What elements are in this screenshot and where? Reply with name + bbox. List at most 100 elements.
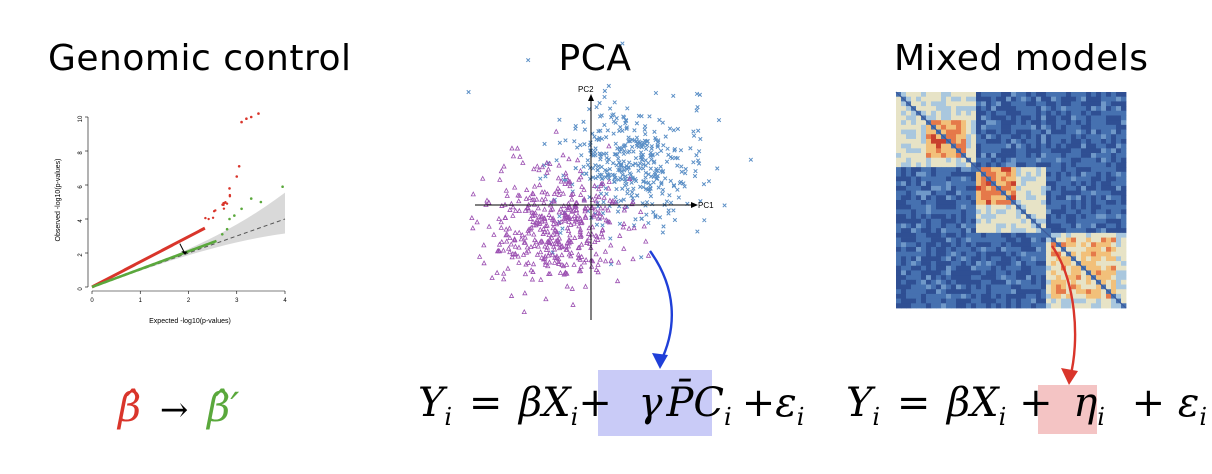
heatmap-cell bbox=[901, 115, 907, 121]
heatmap-cell bbox=[941, 176, 947, 182]
heatmap-cell bbox=[1101, 138, 1107, 145]
heatmap-cell bbox=[1081, 237, 1087, 243]
heatmap-cell bbox=[931, 289, 937, 295]
pca-point-group-b bbox=[512, 184, 518, 190]
heatmap-cell bbox=[961, 162, 967, 168]
pca-point-group-a bbox=[646, 220, 651, 226]
heatmap-cell bbox=[1056, 110, 1062, 116]
heatmap-cell bbox=[946, 204, 952, 210]
heatmap-cell bbox=[946, 162, 952, 168]
heatmap-cell bbox=[931, 237, 937, 243]
heatmap-cell bbox=[971, 143, 977, 149]
heatmap-cell bbox=[996, 176, 1002, 182]
heatmap-cell bbox=[1066, 92, 1072, 98]
heatmap-cell bbox=[1041, 92, 1047, 98]
heatmap-cell bbox=[1111, 138, 1117, 145]
heatmap-cell bbox=[1026, 289, 1032, 295]
heatmap-cell bbox=[1096, 115, 1102, 121]
heatmap-cell bbox=[966, 176, 972, 182]
heatmap-cell bbox=[901, 293, 907, 300]
pca-point-group-b bbox=[593, 266, 600, 272]
heatmap-cell bbox=[1081, 148, 1087, 154]
heatmap-cell bbox=[1011, 101, 1017, 107]
heatmap-cell bbox=[931, 171, 937, 177]
heatmap-cell bbox=[1091, 246, 1097, 253]
heatmap-cell bbox=[1016, 298, 1022, 304]
pca-plus-1: + bbox=[578, 380, 612, 426]
heatmap-cell bbox=[981, 293, 987, 300]
heatmap-cell bbox=[921, 185, 927, 192]
heatmap-cell bbox=[936, 157, 942, 163]
pca-point-group-a bbox=[667, 193, 672, 198]
heatmap-cell bbox=[921, 129, 927, 135]
qq-inflated-point bbox=[237, 165, 241, 168]
heatmap-cell bbox=[1001, 237, 1007, 243]
heatmap-cell bbox=[996, 256, 1002, 262]
heatmap-cell bbox=[976, 176, 982, 182]
heatmap-cell bbox=[901, 251, 907, 257]
heatmap-cell bbox=[946, 176, 952, 182]
heatmap-cell bbox=[1021, 261, 1027, 267]
heatmap-cell bbox=[911, 242, 917, 248]
heatmap-cell bbox=[921, 110, 927, 116]
pca-point-group-a bbox=[695, 229, 700, 234]
heatmap-cell bbox=[971, 261, 977, 267]
heatmap-cell bbox=[986, 279, 992, 285]
heatmap-cell bbox=[1116, 162, 1122, 168]
heatmap-cell bbox=[1121, 214, 1127, 220]
heatmap-cell bbox=[1046, 303, 1052, 309]
heatmap-cell bbox=[986, 162, 992, 168]
heatmap-cell bbox=[991, 167, 997, 173]
pca-point-group-b bbox=[586, 225, 592, 231]
pca-point-group-b bbox=[512, 229, 518, 235]
heatmap-cell bbox=[1026, 195, 1032, 201]
heatmap-cell bbox=[936, 284, 942, 290]
pca-point-group-b bbox=[498, 168, 505, 174]
heatmap-cell bbox=[911, 157, 917, 163]
heatmap-cell bbox=[966, 265, 972, 271]
heatmap-cell bbox=[921, 237, 927, 243]
pca-point-group-b bbox=[563, 243, 569, 249]
heatmap-cell bbox=[1031, 181, 1037, 187]
heatmap-cell bbox=[1071, 120, 1077, 126]
pca-point-group-a bbox=[466, 89, 471, 95]
heatmap-cell bbox=[901, 92, 907, 98]
heatmap-cell bbox=[1121, 92, 1127, 98]
heatmap-cell bbox=[906, 162, 912, 168]
heatmap-cell bbox=[1111, 279, 1117, 285]
heatmap-cell bbox=[921, 167, 927, 173]
pca-equals: = bbox=[468, 380, 503, 426]
heatmap-cell bbox=[1066, 261, 1072, 267]
heatmap-cell bbox=[1116, 214, 1122, 220]
pca-point-group-a bbox=[691, 160, 696, 165]
heatmap-cell bbox=[986, 218, 992, 224]
heatmap-cell bbox=[1086, 289, 1092, 295]
heatmap-cell bbox=[1001, 185, 1007, 192]
pca-point-group-a bbox=[748, 157, 754, 162]
heatmap-cell bbox=[981, 284, 987, 290]
pca-point-group-b bbox=[552, 226, 558, 232]
heatmap-cell bbox=[996, 237, 1002, 243]
heatmap-cell bbox=[921, 242, 927, 248]
pca-point-group-a bbox=[599, 136, 605, 142]
heatmap-cell bbox=[1021, 185, 1027, 192]
heatmap-cell bbox=[906, 251, 912, 257]
heatmap-cell bbox=[1036, 167, 1042, 173]
heatmap-cell bbox=[901, 214, 907, 220]
heatmap-cell bbox=[1111, 246, 1117, 253]
pca-point-group-b bbox=[546, 259, 553, 265]
heatmap-cell bbox=[991, 195, 997, 201]
heatmap-cell bbox=[1076, 162, 1082, 168]
heatmap-cell bbox=[1031, 284, 1037, 290]
heatmap-cell bbox=[981, 110, 987, 116]
heatmap-cell bbox=[1001, 293, 1007, 300]
heatmap-cell bbox=[901, 176, 907, 182]
heatmap-cell bbox=[1081, 120, 1087, 126]
heatmap-cell bbox=[936, 223, 942, 229]
heatmap-cell bbox=[921, 190, 927, 196]
heatmap-cell bbox=[991, 204, 997, 210]
heatmap-cell bbox=[1056, 228, 1062, 234]
heatmap-cell bbox=[1061, 228, 1067, 234]
heatmap-cell bbox=[976, 204, 982, 210]
heatmap-cell bbox=[1031, 162, 1037, 168]
